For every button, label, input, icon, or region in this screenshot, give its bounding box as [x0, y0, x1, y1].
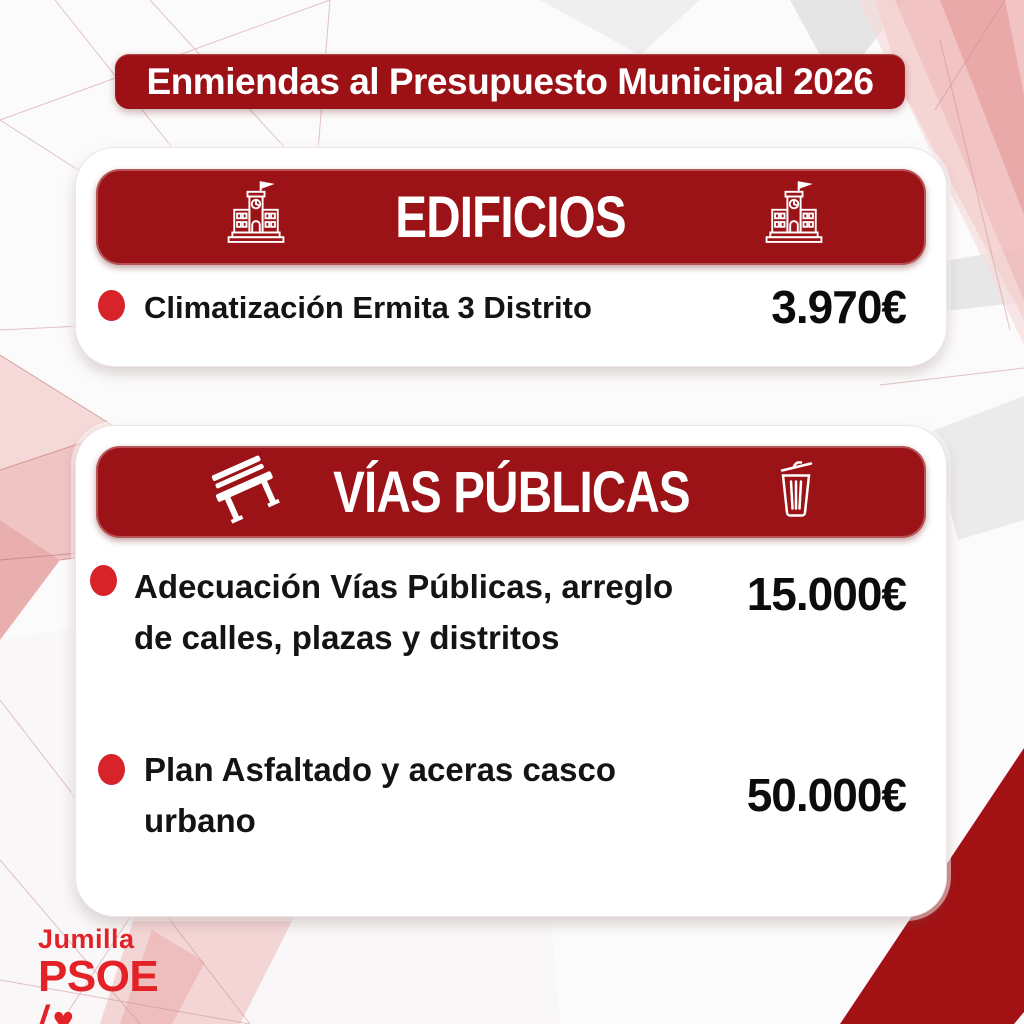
budget-item-row: Climatización Ermita 3 Distrito 3.970€ [96, 276, 907, 340]
psoe-jumilla-logo: Jumilla PSOE / ♥ [35, 924, 159, 1024]
item-amount: 15.000€ [746, 568, 907, 620]
logo-slash-heart: / ♥ [35, 999, 158, 1024]
card-edificios: EDIFICIOS [75, 147, 947, 367]
building-icon [224, 180, 288, 255]
item-label: Adecuación Vías Públicas, arreglo de cal… [134, 568, 674, 656]
budget-item-row: Adecuación Vías Públicas, arreglo de cal… [90, 561, 907, 663]
section-title-edificios: EDIFICIOS [395, 184, 627, 250]
building-icon [762, 180, 826, 255]
page-title: Enmiendas al Presupuesto Municipal 2026 [146, 60, 874, 102]
logo-party-text: PSOE [38, 952, 159, 1001]
heart-icon: ♥ [52, 999, 74, 1024]
card-vias-publicas: VÍAS PÚBLICAS Adecuación Vías Públicas, … [75, 425, 947, 917]
bullet-icon [98, 290, 125, 321]
section-header-edificios: EDIFICIOS [96, 169, 926, 265]
slash-glyph: / [35, 999, 52, 1024]
item-amount: 50.000€ [746, 769, 907, 821]
title-banner: Enmiendas al Presupuesto Municipal 2026 [115, 54, 905, 109]
item-label: Climatización Ermita 3 Distrito [144, 290, 592, 325]
budget-item-row: Plan Asfaltado y aceras casco urbano 50.… [96, 744, 907, 846]
item-amount: 3.970€ [771, 281, 907, 333]
bullet-icon [90, 565, 117, 596]
bench-icon [208, 452, 292, 533]
section-header-vias-publicas: VÍAS PÚBLICAS [96, 446, 926, 538]
bullet-icon [98, 754, 125, 785]
section-title-vias-publicas: VÍAS PÚBLICAS [332, 459, 690, 525]
logo-city-text: Jumilla [38, 924, 135, 954]
trash-icon [774, 461, 818, 524]
item-label: Plan Asfaltado y aceras casco urbano [144, 751, 617, 839]
